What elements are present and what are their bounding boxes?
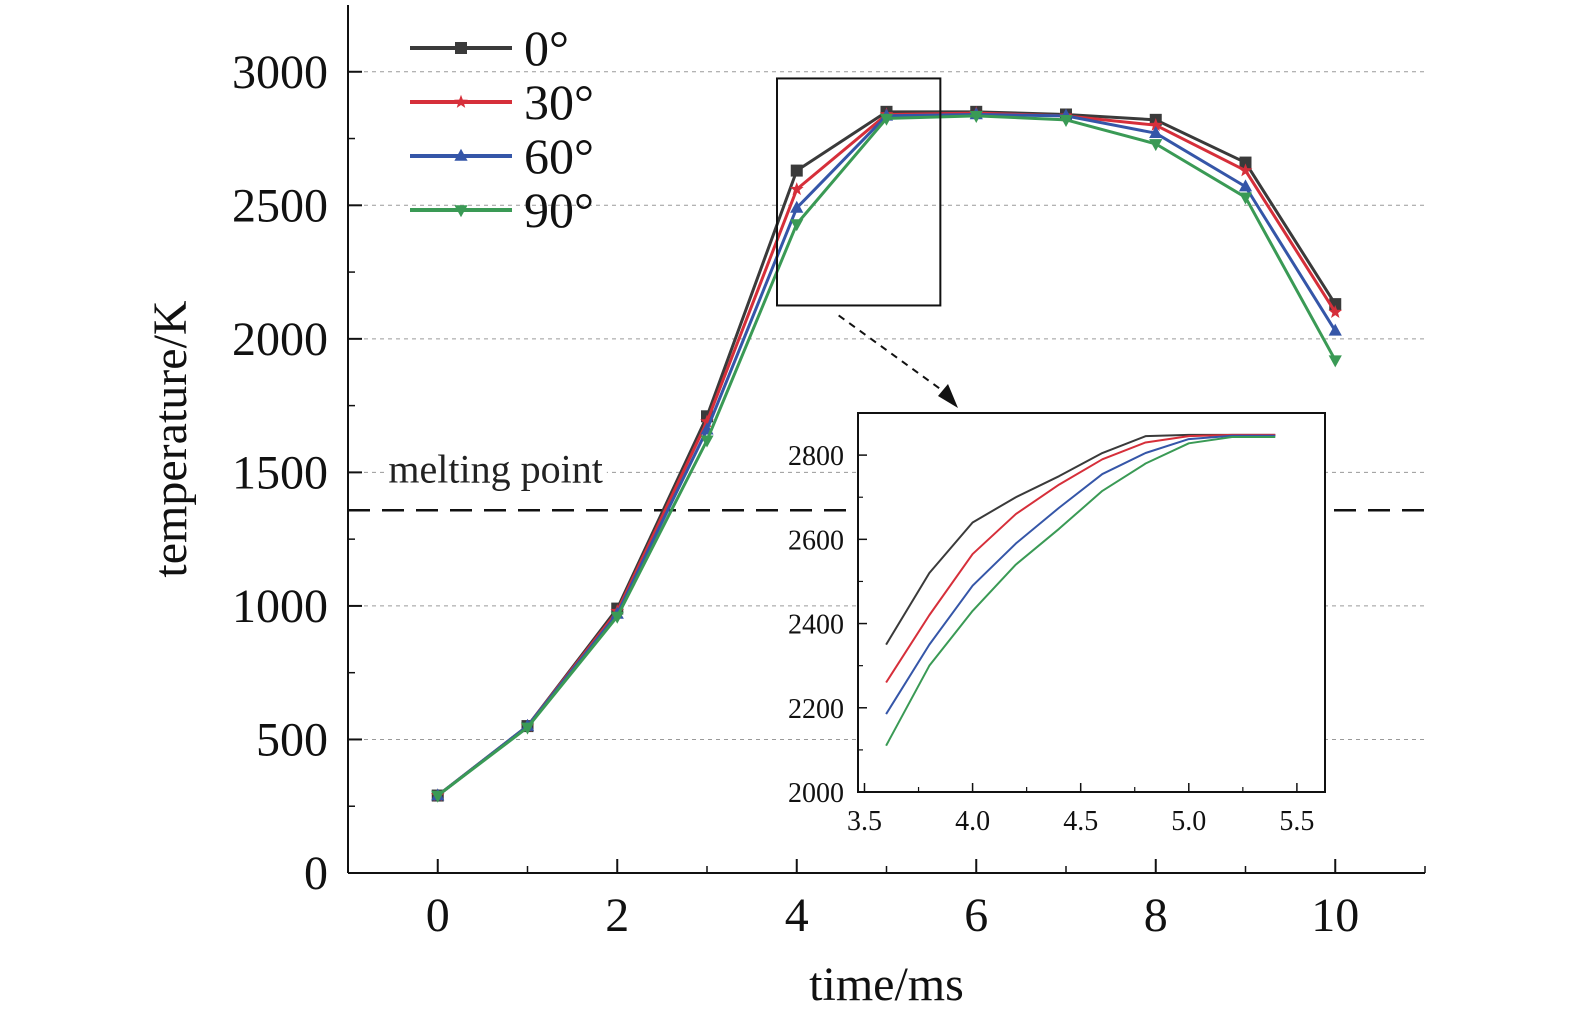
inset-chart: 3.5 4.0 4.5 5.0 5.5 2000 2200 2400 2600 2800 [788,412,1326,837]
legend-label-30: 30° [524,74,594,130]
point-90-x7 [1059,115,1073,128]
inset-x-tick-label-35: 3.5 [847,806,882,837]
legend: 0°30°60°90° [410,20,594,238]
y-axis-label: temperature/K [144,300,197,578]
inset-series-60 [885,434,1276,715]
point-30-x8 [1148,117,1163,132]
inset-x-tick-label-45: 4.5 [1063,806,1098,837]
legend-item-90: 90° [410,182,594,238]
x-axis-label: time/ms [809,958,964,1011]
x-tick-label-6: 6 [964,889,988,942]
point-0-x4 [790,164,803,177]
y-tick-label-0: 0 [304,847,328,900]
inset-y-tick-label-2200: 2200 [788,694,844,725]
series-90 [431,111,1342,803]
x-tick-label-8: 8 [1144,889,1168,942]
point-30-x4 [789,182,804,196]
x-tick-label-2: 2 [605,889,629,942]
legend-marker-60 [454,148,468,161]
legend-label-60: 60° [524,128,594,184]
legend-item-60: 60° [410,128,594,184]
point-30-x10 [1328,304,1343,318]
point-30-x3 [700,414,714,428]
zoom-arrow-head [938,384,958,408]
point-30-x9 [1238,163,1253,177]
x-tick-label-4: 4 [785,889,809,942]
inset-y-tick-label-2000: 2000 [788,778,844,809]
y-tick-label-1000: 1000 [232,580,328,633]
point-90-x10 [1328,355,1342,368]
point-60-x4 [790,200,804,213]
legend-item-0: 0° [410,20,569,76]
inset-y-tick-label-2400: 2400 [788,610,844,641]
legend-marker-30 [454,94,468,108]
y-tick-label-2000: 2000 [232,313,328,366]
point-90-x8 [1149,139,1163,152]
zoom-box [776,77,942,307]
inset-series-30 [885,433,1276,684]
inset-x-tick-label-40: 4.0 [955,806,990,837]
main-series-group [430,105,1343,803]
y-tick-label-2500: 2500 [232,179,328,232]
zoom-arrow-shaft [838,314,951,397]
point-60-x10 [1328,323,1342,336]
inset-x-tick-label-50: 5.0 [1171,806,1206,837]
legend-label-90: 90° [524,182,594,238]
point-90-x6 [969,111,983,124]
point-90-x5 [879,113,894,126]
point-90-x4 [790,219,804,232]
inset-y-tick-label-2800: 2800 [788,441,844,472]
point-90-x2 [610,611,624,624]
legend-item-30: 30° [410,74,594,130]
inset-x-tick-label-55: 5.5 [1279,806,1314,837]
y-tick-label-500: 500 [256,713,328,766]
point-60-x8 [1149,125,1163,138]
x-tick-label-0: 0 [426,889,450,942]
melting-point-label: melting point [388,446,602,491]
point-90-x0 [431,790,445,803]
x-tick-label-10: 10 [1311,889,1359,942]
y-tick-label-3000: 3000 [232,46,328,99]
point-90-x1 [520,722,535,735]
inset-y-tick-label-2600: 2600 [788,525,844,556]
main-axes: 0 2 4 6 8 10 0 500 1000 1500 2000 2500 3000 [232,5,1426,942]
legend-marker-0 [455,42,467,54]
point-0-x9 [1239,156,1252,169]
y-tick-label-1500: 1500 [232,446,328,499]
melting-point-label-bg [384,444,607,494]
point-90-x9 [1238,192,1253,205]
legend-marker-90 [454,205,468,218]
inset-series-90 [885,436,1276,747]
point-90-x3 [700,435,714,448]
inset-frame [857,412,1326,793]
point-60-x9 [1238,179,1253,192]
zoom-indicator [776,77,958,408]
legend-label-0: 0° [524,20,569,76]
